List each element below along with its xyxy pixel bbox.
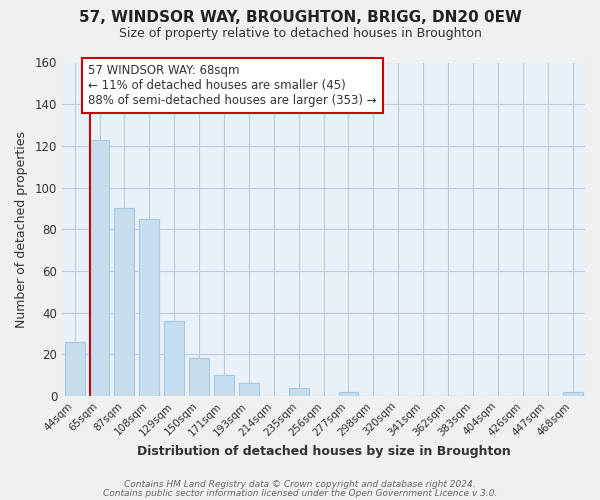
Bar bbox=[338, 392, 358, 396]
Bar bbox=[289, 388, 308, 396]
Bar bbox=[89, 140, 109, 396]
Bar bbox=[115, 208, 134, 396]
Y-axis label: Number of detached properties: Number of detached properties bbox=[15, 130, 28, 328]
Text: Contains public sector information licensed under the Open Government Licence v : Contains public sector information licen… bbox=[103, 488, 497, 498]
Bar bbox=[239, 384, 259, 396]
Bar bbox=[214, 375, 234, 396]
Text: Contains HM Land Registry data © Crown copyright and database right 2024.: Contains HM Land Registry data © Crown c… bbox=[124, 480, 476, 489]
Text: 57, WINDSOR WAY, BROUGHTON, BRIGG, DN20 0EW: 57, WINDSOR WAY, BROUGHTON, BRIGG, DN20 … bbox=[79, 10, 521, 25]
Bar bbox=[164, 321, 184, 396]
Bar bbox=[189, 358, 209, 396]
Text: 57 WINDSOR WAY: 68sqm
← 11% of detached houses are smaller (45)
88% of semi-deta: 57 WINDSOR WAY: 68sqm ← 11% of detached … bbox=[88, 64, 377, 107]
Text: Size of property relative to detached houses in Broughton: Size of property relative to detached ho… bbox=[119, 28, 481, 40]
Bar bbox=[563, 392, 583, 396]
X-axis label: Distribution of detached houses by size in Broughton: Distribution of detached houses by size … bbox=[137, 444, 511, 458]
Bar bbox=[65, 342, 85, 396]
Bar bbox=[139, 219, 159, 396]
